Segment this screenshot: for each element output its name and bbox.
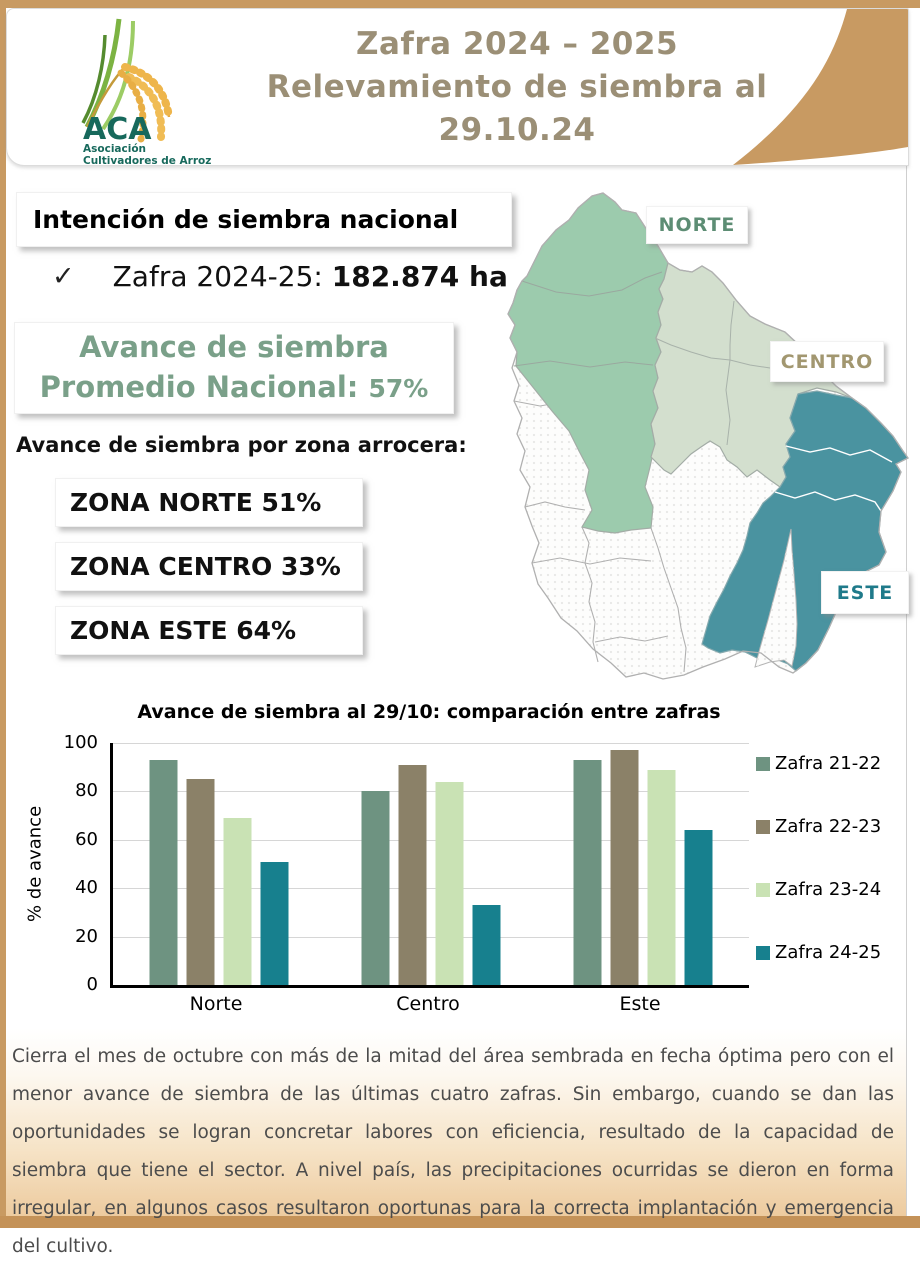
intent-check-row: ✓ Zafra 2024-25: 182.874 ha [52,260,508,293]
x-axis-label-norte: Norte [189,993,243,1015]
bar-este-zafra-22-23 [610,750,639,985]
y-tick-label: 0 [86,974,98,995]
logo-name-line2: Cultivadores de Arroz [83,155,211,166]
rice-leaf-icon [81,34,107,124]
legend-label: Zafra 22-23 [775,816,882,837]
page-frame-left [0,0,6,1228]
map-label-norte: NORTE [646,206,748,244]
este-internal-borders [774,445,893,512]
zone-centro-box: ZONA CENTRO 33% [55,542,363,591]
footer-paragraph: Cierra el mes de octubre con más de la m… [6,1028,906,1257]
y-tick-label: 40 [75,877,98,899]
logo-name-line1: Asociación [83,143,146,155]
chart-y-ticks: 0 20 40 60 80 100 [30,732,98,995]
page-frame-top [0,0,920,8]
y-tick-label: 100 [63,732,98,753]
tan-swoosh-shape [733,9,908,165]
avance-line2: Promedio Nacional: 57% [40,367,429,409]
country-outline-stroke [507,192,909,680]
zone-norte-box: ZONA NORTE 51% [55,478,363,527]
gridline [113,839,749,841]
legend-swatch-icon [756,756,770,771]
avance-value: 57% [368,374,429,403]
gridline [113,791,749,793]
zone-este-box: ZONA ESTE 64% [55,606,363,655]
y-tick-label: 60 [75,828,98,850]
page-title-line2: Relevamiento de siembra al [266,69,768,105]
checkmark-icon: ✓ [52,261,75,292]
map-label-centro: CENTRO [770,341,884,382]
page-title-line3: 29.10.24 [438,112,596,148]
este-white-wedge-dots [755,529,797,667]
avance-line1: Avance de siembra [79,330,389,364]
x-axis-label-centro: Centro [396,993,460,1015]
gridline [113,936,749,938]
legend-item: Zafra 23-24 [756,879,881,900]
avance-line2-label: Promedio Nacional: [39,370,359,404]
zones-heading: Avance de siembra por zona arrocera: [16,433,467,457]
legend-label: Zafra 24-25 [775,942,882,963]
legend-item: Zafra 24-25 [756,942,881,963]
gridline [113,743,749,744]
bar-norte-zafra-22-23 [186,779,215,985]
header: ACA Asociación Cultivadores de Arroz Zaf… [6,8,909,166]
legend-item: Zafra 22-23 [756,816,881,837]
bar-este-zafra-23-24 [647,769,676,985]
chart-plot-area [110,743,749,988]
rice-panicle-icon [117,63,173,143]
page-frame-bottom [0,1216,920,1228]
chart-x-labels: Norte Centro Este [110,993,746,1019]
legend-label: Zafra 23-24 [775,879,882,900]
x-axis-label-este: Este [619,993,661,1015]
legend-label: Zafra 21-22 [775,753,882,774]
chart-legend: Zafra 21-22 Zafra 22-23 Zafra 23-24 Zafra 2… [756,753,881,963]
intent-check-label: Zafra 2024-25: [112,260,323,293]
bar-norte-zafra-24-25 [260,861,289,985]
avance-nacional-box: Avance de siembra Promedio Nacional: 57% [14,322,454,414]
intent-check-value: 182.874 ha [331,260,508,293]
y-tick-label: 20 [75,925,98,947]
bar-group-norte [149,759,289,985]
bar-group-este [573,750,713,985]
page-title: Zafra 2024 – 2025 Relevamiento de siembr… [222,23,812,152]
legend-swatch-icon [756,819,770,834]
map-label-este: ESTE [821,571,909,614]
bar-norte-zafra-23-24 [223,818,252,985]
intent-title: Intención de siembra nacional [16,192,512,247]
centro-internal-borders [654,300,784,446]
bar-centro-zafra-23-24 [435,781,464,985]
legend-item: Zafra 21-22 [756,753,881,774]
content-right-border [906,160,907,1216]
bar-centro-zafra-21-22 [361,791,390,985]
logo-acronym: ACA [83,112,152,147]
bar-centro-zafra-24-25 [472,905,501,985]
bar-este-zafra-21-22 [573,759,602,985]
bar-group-centro [361,764,501,985]
y-tick-label: 80 [75,780,98,802]
aca-logo: ACA Asociación Cultivadores de Arroz [81,18,211,166]
legend-swatch-icon [756,882,770,897]
norte-internal-borders [513,271,663,368]
intent-check-text: Zafra 2024-25: 182.874 ha [113,260,508,293]
bar-este-zafra-24-25 [684,830,713,985]
gridline [113,888,749,890]
chart-title: Avance de siembra al 29/10: comparación … [137,701,721,723]
legend-swatch-icon [756,945,770,960]
bar-centro-zafra-22-23 [398,764,427,985]
bar-norte-zafra-21-22 [149,759,178,985]
uruguay-zone-map [507,192,909,680]
page-title-line1: Zafra 2024 – 2025 [355,26,679,62]
